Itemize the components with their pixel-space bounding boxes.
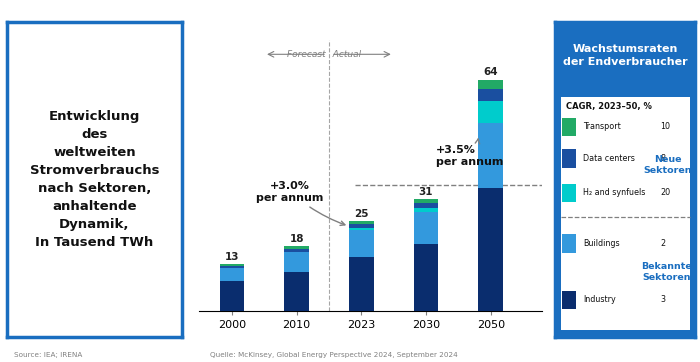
Bar [220, 266, 244, 268]
Text: 64: 64 [484, 67, 498, 77]
Text: Data centers: Data centers [583, 153, 635, 163]
Bar [349, 221, 374, 224]
Bar [414, 212, 438, 244]
Text: 13: 13 [225, 252, 239, 262]
Text: +3.5%
per annum: +3.5% per annum [435, 139, 503, 167]
Text: Transport: Transport [583, 122, 621, 131]
Text: Industry: Industry [583, 295, 616, 304]
Text: CAGR, 2023–50, %: CAGR, 2023–50, % [566, 102, 652, 111]
Text: 20: 20 [660, 188, 670, 197]
Bar [414, 208, 438, 212]
Text: Wachstumsraten
der Endverbraucher: Wachstumsraten der Endverbraucher [563, 44, 687, 67]
Text: Quelle: McKinsey, Global Energy Perspective 2024, September 2024: Quelle: McKinsey, Global Energy Perspect… [210, 352, 458, 358]
Bar [220, 268, 244, 281]
FancyBboxPatch shape [561, 97, 690, 331]
Text: Bekannte
Sektoren: Bekannte Sektoren [641, 262, 692, 282]
Bar [562, 291, 576, 309]
Text: Buildings: Buildings [583, 239, 620, 248]
Bar [478, 80, 503, 89]
Bar [284, 272, 309, 311]
Bar [478, 101, 503, 123]
Text: Source: IEA; IRENA: Source: IEA; IRENA [14, 352, 83, 358]
Bar [349, 228, 374, 230]
Text: 25: 25 [354, 209, 368, 219]
Bar [414, 199, 438, 203]
Bar [478, 89, 503, 101]
Text: Forecast: Forecast [286, 50, 331, 59]
Text: 18: 18 [289, 234, 304, 244]
Text: 31: 31 [419, 187, 433, 197]
Bar [349, 224, 374, 228]
Bar [284, 252, 309, 272]
Bar [478, 123, 503, 188]
Bar [284, 246, 309, 249]
Text: 8: 8 [660, 153, 665, 163]
Text: +3.0%
per annum: +3.0% per annum [256, 181, 345, 226]
Bar [562, 149, 576, 168]
Bar [414, 203, 438, 208]
Bar [414, 244, 438, 311]
Bar [562, 234, 576, 253]
Bar [478, 188, 503, 311]
Text: Entwicklung
des
weltweiten
Stromverbrauchs
nach Sektoren,
anhaltende
Dynamik,
In: Entwicklung des weltweiten Stromverbrauc… [29, 110, 160, 249]
Bar [562, 118, 576, 136]
Text: 10: 10 [660, 122, 670, 131]
Bar [220, 281, 244, 311]
Text: H₂ and synfuels: H₂ and synfuels [583, 188, 645, 197]
Bar [349, 257, 374, 311]
Bar [349, 230, 374, 257]
Text: 2: 2 [660, 239, 665, 248]
Bar [562, 184, 576, 202]
Text: 3: 3 [660, 295, 665, 304]
Text: Actual: Actual [327, 50, 361, 59]
Text: Neue
Sektoren: Neue Sektoren [644, 155, 692, 175]
Bar [284, 249, 309, 252]
Bar [220, 264, 244, 266]
